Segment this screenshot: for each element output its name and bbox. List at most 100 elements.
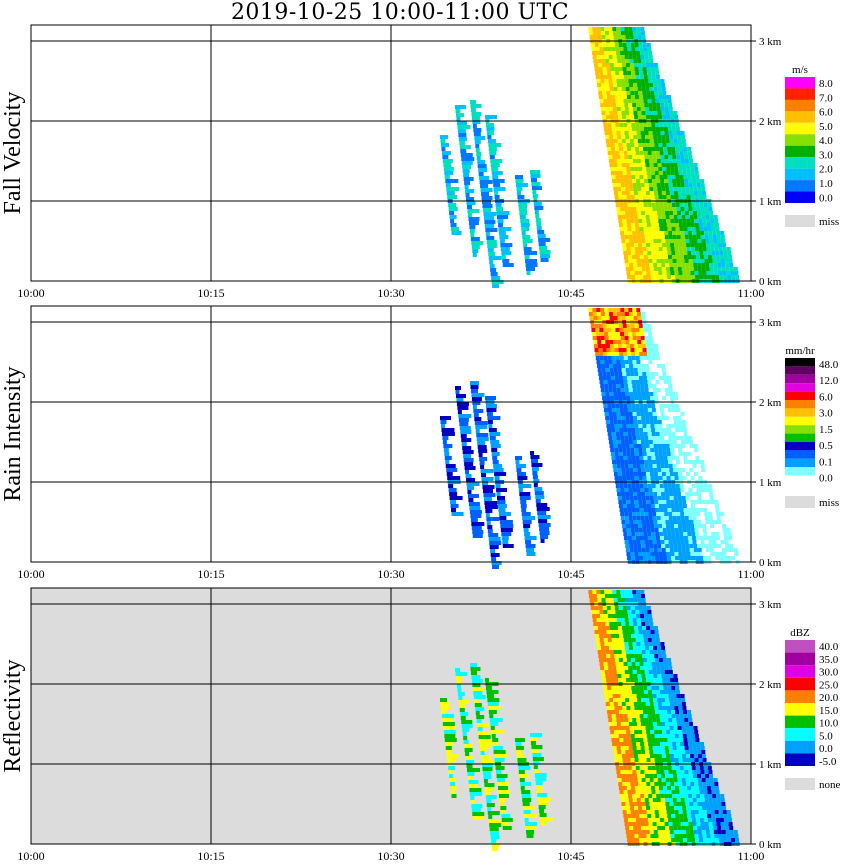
- echo-cell: [657, 187, 662, 191]
- echo-cell: [494, 472, 507, 476]
- echo-cell: [689, 263, 694, 267]
- y-tick-label: 2 km: [759, 397, 782, 409]
- echo-cell: [659, 408, 664, 412]
- echo-cell: [595, 638, 600, 642]
- echo-cell: [713, 826, 718, 830]
- echo-cell: [656, 540, 661, 544]
- echo-cell: [670, 223, 675, 227]
- y-tick-label: 3 km: [759, 36, 782, 48]
- echo-cell: [703, 790, 708, 794]
- colorbar-swatch: [785, 475, 815, 484]
- echo-cell: [630, 396, 635, 400]
- echo-cell: [674, 195, 679, 199]
- echo-cell: [478, 168, 488, 172]
- echo-cell: [652, 460, 657, 464]
- echo-cell: [632, 440, 637, 444]
- echo-cell: [698, 219, 703, 223]
- echo-cell: [707, 484, 712, 488]
- echo-cell: [628, 440, 633, 444]
- echo-cell: [605, 135, 610, 139]
- echo-cell: [653, 420, 658, 424]
- echo-cell: [688, 798, 693, 802]
- echo-cell: [624, 718, 629, 722]
- echo-cell: [623, 251, 628, 255]
- echo-cell: [659, 686, 664, 690]
- echo-cell: [618, 95, 623, 99]
- echo-cell: [675, 686, 680, 690]
- echo-cell: [642, 658, 647, 662]
- echo-cell: [470, 796, 475, 800]
- echo-cell: [693, 239, 698, 243]
- echo-cell: [624, 384, 629, 388]
- echo-cell: [661, 163, 666, 167]
- echo-cell: [599, 99, 604, 103]
- echo-cell: [624, 308, 629, 312]
- echo-cell: [499, 239, 505, 243]
- echo-cell: [719, 532, 724, 536]
- echo-cell: [608, 594, 613, 598]
- echo-cell: [650, 448, 655, 452]
- echo-cell: [458, 133, 467, 137]
- echo-cell: [629, 622, 634, 626]
- echo-cell: [619, 686, 624, 690]
- echo-cell: [610, 606, 615, 610]
- echo-cell: [681, 750, 686, 754]
- echo-cell: [679, 147, 684, 151]
- echo-cell: [633, 420, 638, 424]
- echo-cell: [662, 782, 667, 786]
- echo-cell: [500, 247, 510, 251]
- echo-cell: [717, 802, 722, 806]
- echo-cell: [621, 239, 626, 243]
- echo-cell: [539, 246, 548, 250]
- echo-cell: [489, 823, 502, 827]
- echo-cell: [641, 163, 646, 167]
- echo-cell: [638, 658, 643, 662]
- echo-cell: [710, 504, 715, 508]
- echo-cell: [670, 706, 675, 710]
- echo-cell: [612, 440, 617, 444]
- echo-cell: [681, 778, 686, 782]
- echo-cell: [463, 454, 472, 458]
- echo-cell: [635, 380, 640, 384]
- echo-cell: [491, 280, 504, 284]
- echo-cell: [693, 750, 698, 754]
- echo-cell: [521, 231, 526, 235]
- echo-cell: [633, 472, 638, 476]
- echo-cell: [615, 610, 620, 614]
- echo-cell: [607, 147, 612, 151]
- echo-cell: [682, 504, 687, 508]
- echo-cell: [682, 552, 687, 556]
- echo-cell: [672, 207, 677, 211]
- echo-cell: [634, 834, 639, 838]
- echo-cell: [625, 263, 630, 267]
- echo-cell: [602, 67, 607, 71]
- echo-cell: [493, 750, 506, 754]
- echo-cell: [659, 690, 664, 694]
- echo-cell: [648, 464, 653, 468]
- echo-cell: [540, 821, 547, 825]
- echo-cell: [606, 143, 611, 147]
- echo-cell: [634, 171, 639, 175]
- echo-cell: [723, 255, 728, 259]
- echo-cell: [534, 773, 547, 777]
- echo-cell: [723, 251, 728, 255]
- echo-cell: [616, 308, 621, 312]
- echo-cell: [604, 336, 609, 340]
- echo-cell: [669, 702, 674, 706]
- echo-cell: [704, 794, 709, 798]
- echo-cell: [688, 742, 693, 746]
- echo-cell: [632, 360, 637, 364]
- echo-cell: [684, 183, 689, 187]
- echo-cell: [701, 492, 706, 496]
- echo-cell: [595, 47, 600, 51]
- echo-cell: [676, 694, 681, 698]
- echo-cell: [472, 253, 477, 257]
- echo-cell: [661, 496, 666, 500]
- echo-cell: [490, 440, 500, 444]
- echo-cell: [651, 814, 656, 818]
- echo-cell: [617, 211, 622, 215]
- echo-cell: [614, 678, 619, 682]
- echo-cell: [441, 432, 455, 436]
- echo-cell: [479, 457, 488, 461]
- echo-cell: [652, 770, 657, 774]
